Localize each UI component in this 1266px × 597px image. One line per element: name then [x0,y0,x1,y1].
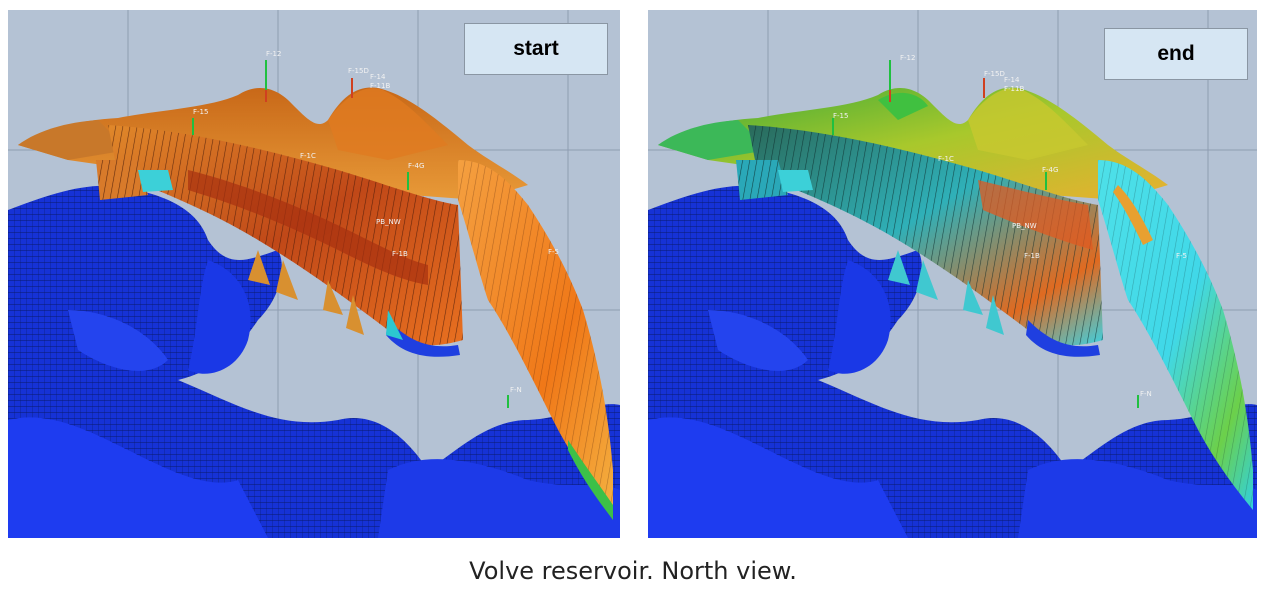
well-label-f15d: F-15D [984,70,1005,78]
well-label-f11b: F-11B [1004,85,1025,93]
reservoir-lower-spikes [248,250,364,335]
reservoir-top-surface [658,87,1168,200]
well-label-fn: F-N [510,386,522,394]
end-label: end [1104,28,1248,80]
well-label-f12: F-12 [266,50,282,58]
reservoir-right-flank [1098,160,1253,510]
well-label-f1b: F-1B [1024,252,1040,260]
well-label-f5: F-5 [548,248,560,256]
reservoir-top-surface [18,87,528,200]
well-label-f14: F-14 [370,73,386,81]
well-markers [832,60,1139,408]
reservoir-right-flank [458,160,613,520]
well-markers [192,60,509,408]
reservoir-lower-spikes [888,250,1004,335]
reservoir-left-block [96,160,173,200]
figure-caption: Volve reservoir. North view. [469,557,797,585]
well-label-f4g: F-4G [408,162,425,170]
well-label-f11b: F-11B [370,82,391,90]
well-label-f15: F-15 [193,108,209,116]
well-label-f1c: F-1C [300,152,316,160]
reservoir-view-start: F-12 F-15D F-14 F-11B F-15 F-1C F-4G PB_… [8,10,620,538]
well-label-f12: F-12 [900,54,916,62]
start-label: start [464,23,608,75]
well-label-pbnw: PB_NW [376,218,401,226]
reservoir-model-end [648,10,1257,538]
well-label-f15: F-15 [833,112,849,120]
reservoir-view-end: F-12 F-15D F-14 F-11B F-15 F-1C F-4G PB_… [648,10,1257,538]
deep-grid-blue [8,185,620,538]
well-label-f4g: F-4G [1042,166,1059,174]
reservoir-main-band [108,125,463,357]
well-label-f5: F-5 [1176,252,1188,260]
well-label-pbnw: PB_NW [1012,222,1037,230]
well-label-f14: F-14 [1004,76,1020,84]
reservoir-left-block [736,160,813,200]
reservoir-main-band [748,125,1103,357]
well-label-f1c: F-1C [938,155,954,163]
reservoir-model-start [8,10,620,538]
well-label-fn: F-N [1140,390,1152,398]
well-label-f15d: F-15D [348,67,369,75]
deep-grid-blue [648,185,1257,538]
well-label-f1b: F-1B [392,250,408,258]
